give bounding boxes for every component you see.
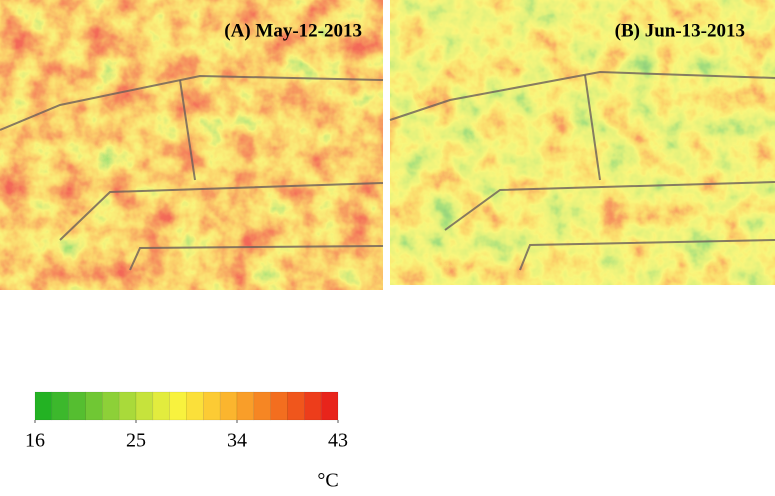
colorbar-swatch — [287, 391, 305, 421]
colorbar-swatch — [253, 391, 271, 421]
colorbar-swatch — [135, 391, 154, 421]
colorbar-swatch — [34, 391, 53, 421]
map-b: (B) Jun-13-2013 — [389, 0, 775, 285]
colorbar-swatch — [68, 391, 86, 421]
tick-label: 16 — [25, 430, 45, 452]
colorbar-swatch — [102, 391, 120, 421]
panel-label: (A) May-12-2013 — [224, 20, 362, 41]
colorbar-swatch — [270, 391, 288, 421]
tick-label: 25 — [126, 430, 146, 452]
tick-label: 34 — [227, 430, 247, 452]
colorbar-swatch — [118, 391, 137, 421]
colorbar-swatch — [304, 391, 322, 421]
colorbar-swatch — [152, 391, 170, 421]
colorbar-swatch — [320, 391, 339, 421]
colorbar-swatch — [219, 391, 238, 421]
colorbar-swatch — [236, 391, 255, 421]
tick-label: 43 — [328, 430, 348, 452]
colorbar-swatch — [203, 391, 221, 421]
panel-label: (B) Jun-13-2013 — [615, 20, 745, 41]
unit-label: °C — [317, 470, 338, 492]
colorbar-swatch — [85, 391, 103, 421]
colorbar-swatch — [51, 391, 69, 421]
colorbar-swatch — [186, 391, 204, 421]
colorbar-swatch — [169, 391, 187, 421]
map-a: (A) May-12-2013 — [0, 0, 384, 290]
colorbar: 16 25 34 43 — [25, 391, 348, 452]
